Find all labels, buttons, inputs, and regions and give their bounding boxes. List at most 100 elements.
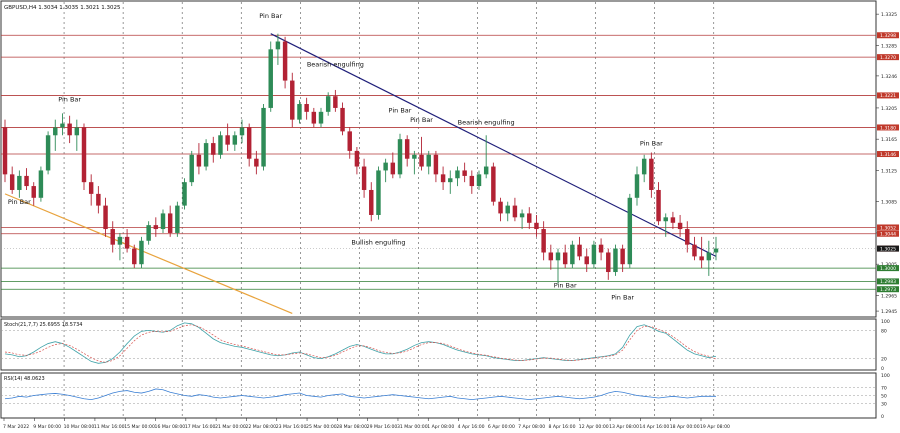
candle-body bbox=[218, 135, 223, 155]
candle-body bbox=[598, 244, 604, 253]
candle-body bbox=[132, 248, 137, 265]
candle-body bbox=[376, 170, 381, 215]
candle-body bbox=[591, 244, 597, 265]
time-tick-label: 8 Apr 16:00 bbox=[548, 424, 575, 430]
candle-body bbox=[562, 252, 568, 265]
candle-body bbox=[38, 170, 44, 198]
pattern-label: Pin Bar bbox=[554, 282, 577, 290]
rsi-tick-label: 70 bbox=[881, 385, 887, 391]
time-tick-label: 6 Apr 00:00 bbox=[488, 424, 515, 430]
candle-body bbox=[692, 244, 697, 257]
rsi-title: RSI(14) 48.0623 bbox=[4, 376, 45, 382]
candle-body bbox=[246, 127, 252, 159]
pattern-label: Pin Bar bbox=[8, 198, 31, 206]
candle-body bbox=[2, 127, 8, 175]
vertical-grid bbox=[63, 2, 715, 316]
time-tick-label: 23 Mar 16:00 bbox=[276, 424, 307, 430]
stochastic-axis-ticks: 100 80 20 0 bbox=[881, 319, 890, 372]
candle-body bbox=[211, 143, 216, 155]
stochastic-lines bbox=[4, 322, 717, 364]
candle-body bbox=[139, 240, 144, 265]
candle-body bbox=[146, 225, 151, 241]
pattern-label: Bearish engulfing bbox=[458, 118, 515, 126]
price-level-tag-text: 1.3044 bbox=[880, 232, 896, 238]
candle-body bbox=[512, 205, 518, 218]
time-tick-label: 4 Apr 16:00 bbox=[458, 424, 485, 430]
candle-body bbox=[390, 162, 396, 175]
candle-body bbox=[620, 248, 625, 265]
candle-body bbox=[570, 244, 575, 265]
price-level-tag-text: 1.3298 bbox=[880, 33, 896, 39]
time-tick-label: 19 Apr 08:00 bbox=[700, 424, 730, 430]
price-tick-label: 1.3125 bbox=[881, 168, 897, 174]
rsi-panel[interactable]: RSI(14) 48.0623 100 70 50 30 0 bbox=[0, 372, 890, 420]
candle-body bbox=[448, 178, 453, 183]
candle-body bbox=[685, 229, 690, 245]
candle-body bbox=[9, 174, 15, 190]
current-price-text: 1.3025 bbox=[880, 246, 896, 252]
time-axis[interactable]: 7 Mar 2022 9 Mar 00:00 10 Mar 08:00 11 Mar … bbox=[3, 418, 730, 430]
candle-body bbox=[153, 225, 159, 230]
candle-body bbox=[175, 205, 180, 233]
candle-body bbox=[290, 80, 295, 120]
candle-body bbox=[555, 252, 561, 261]
candle-body bbox=[656, 189, 661, 222]
candle-body bbox=[584, 256, 589, 265]
candle-body bbox=[663, 217, 668, 222]
rsi-levels bbox=[1, 387, 876, 404]
stochastic-tick-label: 0 bbox=[881, 366, 884, 372]
time-tick-label: 9 Mar 00:00 bbox=[33, 424, 61, 430]
price-tick-label: 1.3325 bbox=[881, 12, 897, 18]
price-level-tag bbox=[877, 32, 899, 39]
time-tick-label: 10 Mar 08:00 bbox=[64, 424, 95, 430]
candle-body bbox=[103, 205, 108, 230]
time-tick-label: 12 Apr 00:00 bbox=[579, 424, 609, 430]
candle-body bbox=[333, 96, 338, 108]
time-tick-label: 28 Mar 08:00 bbox=[336, 424, 367, 430]
candle-body bbox=[541, 229, 546, 253]
pattern-label: Bullish engulfing bbox=[351, 239, 405, 247]
rsi-tick-label: 30 bbox=[881, 402, 887, 408]
candle-body bbox=[527, 213, 532, 223]
stochastic-title: Stoch(21,7,7) 25.6955 18.5734 bbox=[4, 322, 82, 328]
candle-body bbox=[60, 123, 65, 128]
price-level-tag-text: 1.2983 bbox=[880, 279, 896, 285]
price-level-tag-text: 1.3180 bbox=[880, 125, 896, 131]
candle-body bbox=[634, 174, 640, 198]
candle-body bbox=[462, 170, 467, 176]
price-level-tag bbox=[877, 92, 899, 99]
price-level-labels: 1.32981.32701.32211.31801.31461.30521.30… bbox=[877, 32, 899, 293]
price-axis[interactable]: 1.3325 1.3285 1.3246 1.3205 1.3165 1.3125 1.30… bbox=[876, 12, 899, 315]
time-tick-label: 14 Apr 16:00 bbox=[639, 424, 669, 430]
stochastic-panel[interactable]: Stoch(21,7,7) 25.6955 18.5734 100 80 20 0 bbox=[0, 318, 890, 372]
time-tick-label: 13 Apr 08:00 bbox=[609, 424, 639, 430]
candle-body bbox=[627, 197, 633, 265]
rsi-tick-label: 50 bbox=[881, 394, 887, 400]
candle-body bbox=[361, 166, 367, 190]
price-tick-label: 1.3246 bbox=[881, 74, 897, 80]
candle-body bbox=[354, 150, 360, 167]
candle-body bbox=[31, 186, 36, 198]
stochastic-vertical-grid bbox=[63, 320, 715, 369]
pattern-label: Pin Bar bbox=[410, 116, 433, 124]
candle-body bbox=[498, 201, 503, 214]
candle-body bbox=[505, 205, 510, 214]
candle-body bbox=[383, 162, 388, 171]
candle-body bbox=[426, 154, 431, 167]
candle-body bbox=[455, 170, 460, 179]
price-level-tag bbox=[877, 286, 899, 293]
trendline bbox=[270, 33, 717, 257]
trendlines[interactable] bbox=[4, 33, 717, 314]
candle-body bbox=[203, 143, 209, 167]
candle-body bbox=[167, 213, 173, 233]
price-panel-frame bbox=[0, 0, 877, 318]
price-level-tag-text: 1.3221 bbox=[880, 93, 896, 99]
price-level-tag-text: 1.3270 bbox=[880, 55, 896, 61]
price-level-tag-text: 1.3146 bbox=[880, 152, 896, 158]
stochastic-main-line bbox=[4, 322, 717, 364]
horizontal-levels bbox=[1, 34, 876, 290]
candle-body bbox=[548, 252, 554, 261]
candle-body bbox=[81, 127, 87, 183]
